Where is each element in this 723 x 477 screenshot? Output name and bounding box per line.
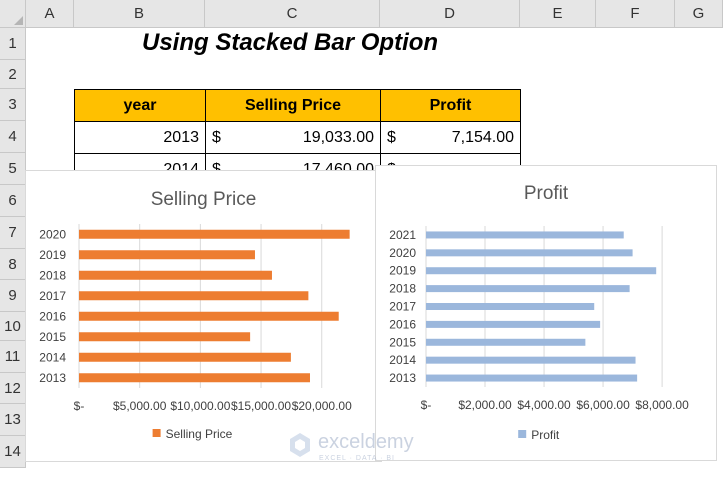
bar [79, 352, 291, 362]
row-header-5[interactable]: 5 [0, 153, 26, 185]
column-header-b[interactable]: B [74, 0, 205, 28]
cell-value: 19,033.00 [302, 128, 374, 146]
header-year[interactable]: year [74, 89, 206, 122]
category-label: 2021 [389, 228, 416, 242]
bar [426, 374, 638, 382]
category-label: 2015 [389, 335, 416, 349]
category-label: 2020 [39, 227, 66, 241]
category-label: 2019 [389, 264, 416, 278]
bar [79, 311, 339, 321]
chart-title: Selling Price [151, 189, 257, 210]
row-header-12[interactable]: 12 [0, 373, 26, 404]
column-header-d[interactable]: D [380, 0, 520, 28]
header-selling-price[interactable]: Selling Price [205, 89, 381, 122]
selling-price-chart[interactable]: Selling Price 2013 2014 2015 2016 2017 2018 201… [25, 170, 382, 462]
bar [426, 231, 624, 239]
x-tick-label: $8,000.00 [635, 398, 689, 412]
watermark-name: exceldemy [318, 431, 414, 453]
cell-value: 7,154.00 [451, 128, 514, 146]
legend-label: Selling Price [166, 427, 233, 441]
category-label: 2015 [39, 330, 66, 344]
category-label: 2018 [389, 282, 416, 296]
row-header-2[interactable]: 2 [0, 60, 26, 89]
category-label: 2017 [39, 289, 66, 303]
row-header-9[interactable]: 9 [0, 280, 26, 312]
bar [426, 356, 636, 364]
row-header-7[interactable]: 7 [0, 217, 26, 249]
profit-chart-svg: Profit 2013 2014 2015 2016 2017 2018 2019 2020 20… [389, 183, 689, 442]
x-tick-label: $10,000.00 [170, 399, 230, 413]
cell-year[interactable]: 2013 [74, 121, 206, 154]
x-tick-label: $15,000.00 [231, 399, 291, 413]
exceldemy-logo-icon: exceldemy EXCEL · DATA · BI [290, 431, 414, 462]
bar [426, 267, 657, 275]
category-label: 2014 [389, 353, 416, 367]
cell-profit[interactable]: $7,154.00 [380, 121, 521, 154]
category-label: 2013 [39, 371, 66, 385]
row-header-11[interactable]: 11 [0, 341, 26, 373]
watermark-tagline: EXCEL · DATA · BI [319, 455, 395, 462]
currency-symbol: $ [387, 128, 396, 146]
row-header-13[interactable]: 13 [0, 404, 26, 436]
bar [79, 229, 350, 239]
bar [426, 320, 601, 328]
bar [79, 250, 255, 260]
x-tick-label: $20,000.00 [292, 399, 352, 413]
column-header-e[interactable]: E [520, 0, 596, 28]
table-header-row: year Selling Price Profit [74, 89, 521, 122]
column-header-a[interactable]: A [26, 0, 74, 28]
category-label: 2016 [39, 309, 66, 323]
header-profit[interactable]: Profit [380, 89, 521, 122]
x-tick-label: $- [74, 399, 85, 413]
category-label: 2018 [39, 268, 66, 282]
column-header-c[interactable]: C [205, 0, 380, 28]
category-label: 2020 [389, 246, 416, 260]
row-header-4[interactable]: 4 [0, 121, 26, 153]
category-label: 2019 [39, 248, 66, 262]
category-label: 2017 [389, 300, 416, 314]
bar [426, 285, 630, 293]
currency-symbol: $ [212, 160, 221, 178]
sheet-title[interactable]: Using Stacked Bar Option [142, 29, 439, 56]
currency-symbol: $ [212, 128, 221, 146]
category-label: 2016 [389, 317, 416, 331]
table-row: 2013 $19,033.00 $7,154.00 [74, 121, 521, 154]
bar [426, 303, 595, 310]
row-header-1[interactable]: 1 [0, 28, 26, 60]
chart-title: Profit [524, 183, 569, 204]
bar [79, 332, 251, 342]
select-all-corner[interactable] [0, 0, 26, 28]
bar [79, 291, 309, 301]
category-label: 2014 [39, 350, 66, 364]
bar [426, 249, 633, 257]
selling-price-chart-svg: Selling Price 2013 2014 2015 2016 2017 2018 201… [39, 189, 352, 441]
x-tick-label: $2,000.00 [458, 398, 512, 412]
row-header-6[interactable]: 6 [0, 185, 26, 217]
legend-swatch [152, 429, 161, 437]
row-header-14[interactable]: 14 [0, 436, 26, 468]
legend-swatch [518, 430, 527, 438]
profit-chart[interactable]: Profit 2013 2014 2015 2016 2017 2018 2019 2020 20… [375, 165, 717, 461]
column-header-g[interactable]: G [675, 0, 723, 28]
cell-selling-price[interactable]: $19,033.00 [205, 121, 381, 154]
bar [79, 373, 310, 383]
column-header-f[interactable]: F [596, 0, 675, 28]
x-tick-label: $4,000.00 [517, 398, 571, 412]
row-header-10[interactable]: 10 [0, 312, 26, 341]
x-tick-label: $5,000.00 [113, 399, 167, 413]
row-header-3[interactable]: 3 [0, 89, 26, 121]
category-label: 2013 [389, 371, 416, 385]
x-tick-label: $- [421, 398, 432, 412]
legend-label: Profit [531, 428, 560, 442]
exceldemy-watermark: exceldemy EXCEL · DATA · BI [288, 430, 438, 464]
x-tick-label: $6,000.00 [576, 398, 630, 412]
bar [426, 338, 586, 346]
row-header-8[interactable]: 8 [0, 249, 26, 280]
bar [79, 270, 272, 280]
